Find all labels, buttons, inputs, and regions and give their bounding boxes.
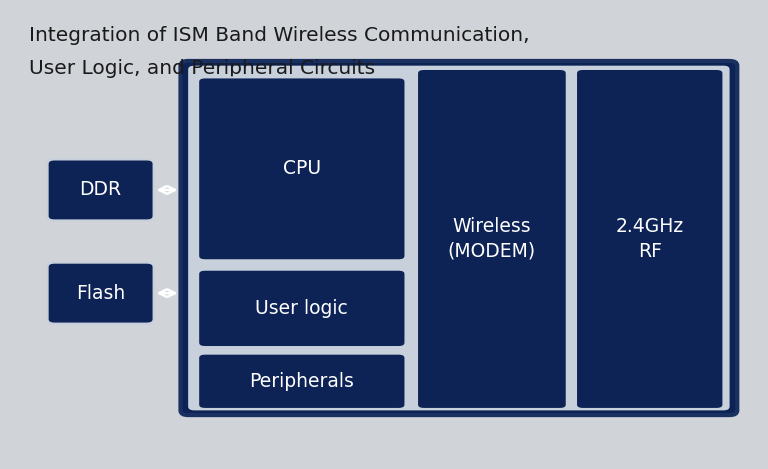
Text: Wireless
(MODEM): Wireless (MODEM) [448,217,536,261]
Text: Peripherals: Peripherals [250,372,354,391]
FancyBboxPatch shape [48,263,154,324]
FancyBboxPatch shape [576,69,723,409]
FancyBboxPatch shape [188,66,730,410]
Text: User logic: User logic [256,299,348,318]
FancyBboxPatch shape [417,69,567,409]
Text: Flash: Flash [76,284,125,303]
FancyBboxPatch shape [198,77,406,260]
Text: Integration of ISM Band Wireless Communication,: Integration of ISM Band Wireless Communi… [29,26,530,45]
FancyBboxPatch shape [48,159,154,220]
Text: DDR: DDR [80,181,121,199]
Text: User Logic, and Peripheral Circuits: User Logic, and Peripheral Circuits [29,59,376,78]
Text: CPU: CPU [283,159,321,178]
Text: 2.4GHz
RF: 2.4GHz RF [616,217,684,261]
FancyBboxPatch shape [180,61,737,415]
FancyBboxPatch shape [198,354,406,409]
FancyBboxPatch shape [198,270,406,347]
